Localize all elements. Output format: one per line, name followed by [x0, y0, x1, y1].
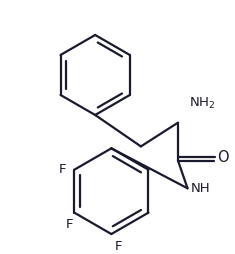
Text: NH$_2$: NH$_2$	[188, 96, 215, 111]
Text: F: F	[115, 240, 123, 253]
Text: O: O	[217, 150, 229, 165]
Text: F: F	[59, 163, 67, 176]
Text: F: F	[66, 218, 73, 231]
Text: NH: NH	[190, 182, 210, 195]
